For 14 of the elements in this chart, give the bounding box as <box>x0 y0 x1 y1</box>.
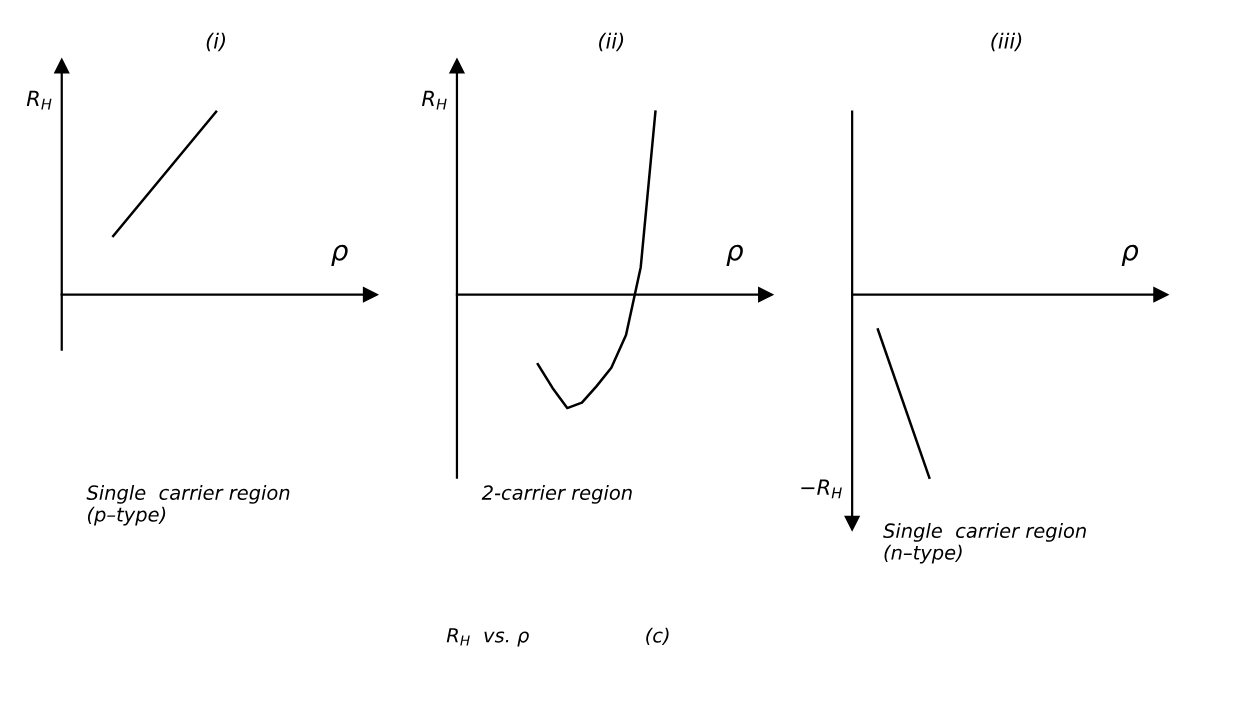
text: R$_{H}$ vs. ρ <box>446 628 529 647</box>
chart-title: (i) <box>206 32 226 52</box>
text: (c) <box>646 627 669 645</box>
chart-title: (iii) <box>991 32 1022 52</box>
text: 2-carrier region <box>481 484 632 504</box>
y-axis-title: R$_{H}$ <box>26 90 52 110</box>
y-axis-title: R$_{H}$ <box>422 90 447 110</box>
text: Single carrier region (p–type) <box>86 484 290 526</box>
x-axis-title: ρ <box>726 244 743 267</box>
x-axis-title: ρ <box>331 244 348 267</box>
x-axis-title: ρ <box>1121 244 1139 267</box>
text: Single carrier region (n–type) <box>883 522 1086 564</box>
chart-title: (ii) <box>599 32 624 52</box>
y-axis-title: −R$_{H}$ <box>801 479 842 499</box>
